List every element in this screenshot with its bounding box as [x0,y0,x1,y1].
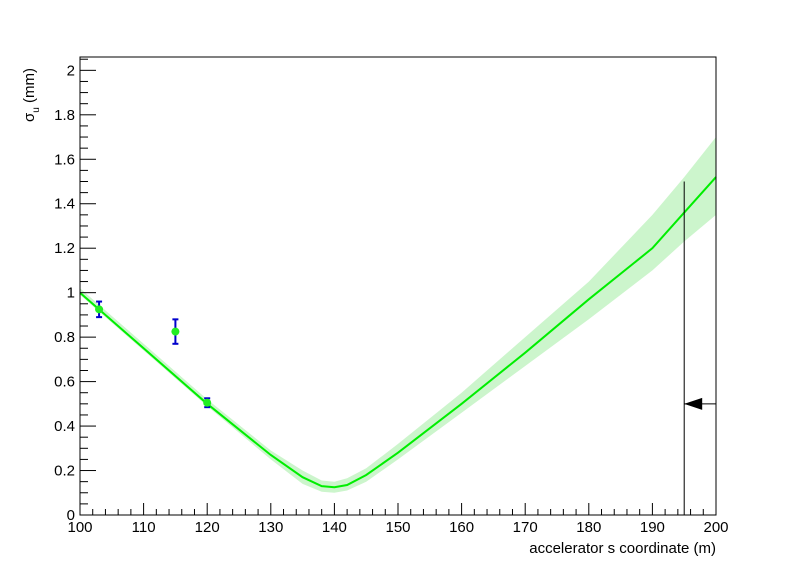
x-axis-title: accelerator s coordinate (m) [529,540,716,557]
y-tick-label: 0.6 [54,374,75,391]
y-tick-label: 1.8 [54,107,75,124]
point-marker [95,305,104,314]
band-layer [80,137,716,493]
y-axis-unit: (mm) [21,68,38,107]
y-tick-label: 1.2 [54,240,75,257]
annotation-layer [683,181,716,515]
y-tick-label: 1.4 [54,196,75,213]
axes-layer: 100 110 120 130 140 150 160 170 180 190 200 0 0.2 0.4… [54,58,729,536]
x-tick-label: 200 [703,519,728,536]
x-tick-label: 190 [640,519,665,536]
point-marker [171,327,180,336]
fit-curve [79,176,717,489]
arrow-head [684,397,703,410]
data-point-2 [171,318,180,345]
curve-layer [79,176,717,489]
x-tick-label: 140 [322,519,347,536]
y-tick-label: 0 [67,507,75,524]
x-tick-label: 100 [67,519,92,536]
y-tick-label: 0.4 [54,418,75,435]
point-marker [203,398,212,407]
y-axis-symbol: σ [21,112,38,122]
y-tick-label: 2 [67,62,75,79]
x-tick-label: 150 [385,519,410,536]
x-tick-label: 170 [513,519,538,536]
y-tick-label: 1 [67,285,75,302]
data-point-1 [95,300,104,319]
data-point-3 [203,397,212,409]
y-tick-label: 0.8 [54,329,75,346]
uncertainty-band [80,137,716,493]
x-tick-label: 180 [576,519,601,536]
x-tick-label: 130 [258,519,283,536]
y-axis-title: σu (mm) [21,68,42,122]
y-axis-subscript: u [31,107,42,113]
points-layer [95,300,212,409]
x-tick-label: 110 [132,519,156,536]
y-tick-label: 1.6 [54,151,75,168]
x-tick-label: 120 [195,519,220,536]
y-tick-label: 0.2 [54,463,75,480]
x-tick-label: 160 [449,519,474,536]
